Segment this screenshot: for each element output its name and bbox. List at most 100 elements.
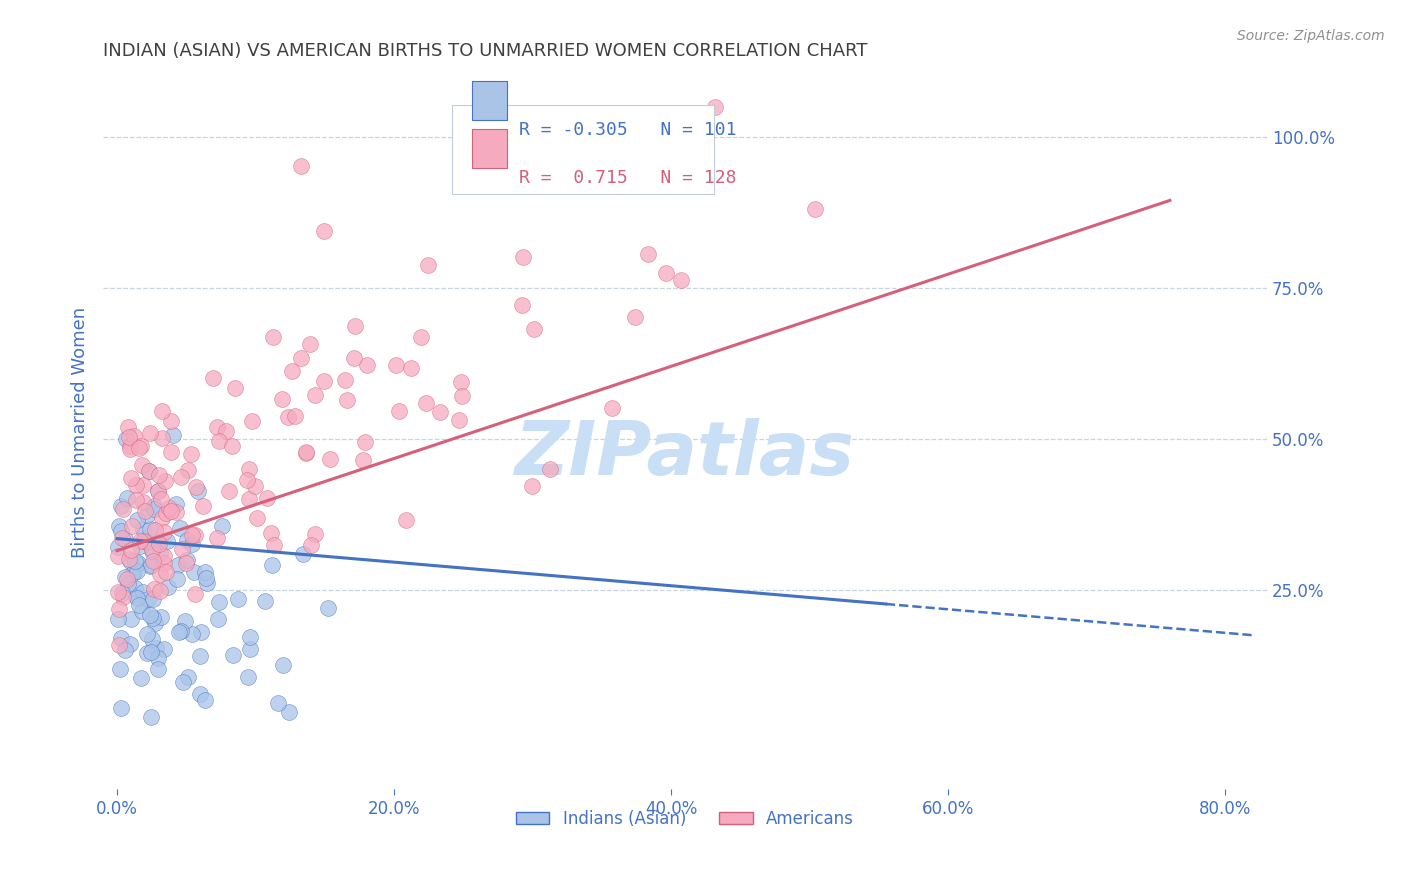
Point xyxy=(207,612,229,626)
Point xyxy=(235,473,257,487)
Point xyxy=(304,527,326,541)
Point xyxy=(149,546,172,560)
Point xyxy=(139,522,162,536)
Point xyxy=(139,559,162,574)
Point xyxy=(131,604,153,618)
Point xyxy=(450,376,472,390)
Point xyxy=(193,499,215,513)
Point xyxy=(125,589,148,603)
Point xyxy=(117,429,139,443)
Point xyxy=(139,608,162,623)
Point xyxy=(263,538,285,552)
Point xyxy=(174,615,197,629)
Point xyxy=(623,310,645,324)
Point xyxy=(170,470,193,484)
Point xyxy=(135,508,157,523)
Point xyxy=(666,168,689,182)
Point xyxy=(111,502,134,516)
Point xyxy=(319,452,342,467)
Point xyxy=(284,409,307,424)
Point xyxy=(150,511,173,525)
Point xyxy=(704,100,727,114)
Point xyxy=(121,612,143,626)
Point xyxy=(388,404,411,418)
Point xyxy=(356,358,378,372)
Point xyxy=(120,471,142,485)
Point xyxy=(673,144,696,158)
Point xyxy=(127,591,149,606)
Point xyxy=(180,627,202,641)
Point xyxy=(411,330,433,344)
Point xyxy=(207,420,229,434)
Point xyxy=(134,503,156,517)
Point xyxy=(238,462,260,476)
Point xyxy=(146,662,169,676)
Point xyxy=(135,534,157,549)
Point xyxy=(194,693,217,707)
Point xyxy=(177,670,200,684)
Point xyxy=(277,409,299,424)
Point xyxy=(148,467,170,482)
Legend: Indians (Asian), Americans: Indians (Asian), Americans xyxy=(509,803,860,834)
Point xyxy=(150,609,173,624)
Point xyxy=(290,159,312,173)
Point xyxy=(226,592,249,607)
Text: R =  0.715   N = 128: R = 0.715 N = 128 xyxy=(519,169,737,187)
Point xyxy=(107,602,129,616)
Point xyxy=(654,266,676,280)
Point xyxy=(183,528,205,542)
Point xyxy=(384,359,406,373)
Point xyxy=(177,463,200,477)
Point xyxy=(160,504,183,518)
Point xyxy=(312,375,335,389)
Point xyxy=(246,510,269,524)
Point xyxy=(176,553,198,567)
Point xyxy=(122,429,145,443)
Point xyxy=(343,319,366,334)
Point xyxy=(111,586,134,600)
FancyBboxPatch shape xyxy=(472,129,508,169)
Point xyxy=(155,474,177,488)
Point xyxy=(271,392,294,406)
Point xyxy=(110,524,132,539)
Point xyxy=(148,537,170,551)
Point xyxy=(318,601,340,615)
Point xyxy=(187,484,209,499)
Point xyxy=(145,615,167,630)
Point xyxy=(150,404,173,418)
Point xyxy=(143,523,166,537)
Point xyxy=(280,364,302,378)
Point xyxy=(395,513,418,527)
Point xyxy=(141,645,163,659)
Point xyxy=(108,518,131,533)
Point xyxy=(132,477,155,491)
Point xyxy=(267,696,290,710)
Point xyxy=(238,491,260,506)
Point xyxy=(221,648,243,662)
Point xyxy=(110,701,132,715)
Point xyxy=(291,548,314,562)
Point xyxy=(671,273,693,287)
Point xyxy=(125,492,148,507)
Point xyxy=(128,441,150,455)
Point xyxy=(146,483,169,498)
Point xyxy=(215,424,238,438)
Point xyxy=(131,439,153,453)
Point xyxy=(132,532,155,546)
Point xyxy=(523,322,546,336)
Point xyxy=(256,491,278,505)
Point xyxy=(208,595,231,609)
Point xyxy=(162,428,184,442)
Point xyxy=(136,646,159,660)
Point xyxy=(129,539,152,553)
Point xyxy=(156,580,179,594)
Point xyxy=(262,558,284,573)
Point xyxy=(510,298,533,312)
Point xyxy=(146,650,169,665)
Point xyxy=(121,567,143,582)
Point xyxy=(114,643,136,657)
Y-axis label: Births to Unmarried Women: Births to Unmarried Women xyxy=(72,308,89,558)
Point xyxy=(107,549,129,563)
Point xyxy=(240,414,263,428)
Point xyxy=(637,247,659,261)
